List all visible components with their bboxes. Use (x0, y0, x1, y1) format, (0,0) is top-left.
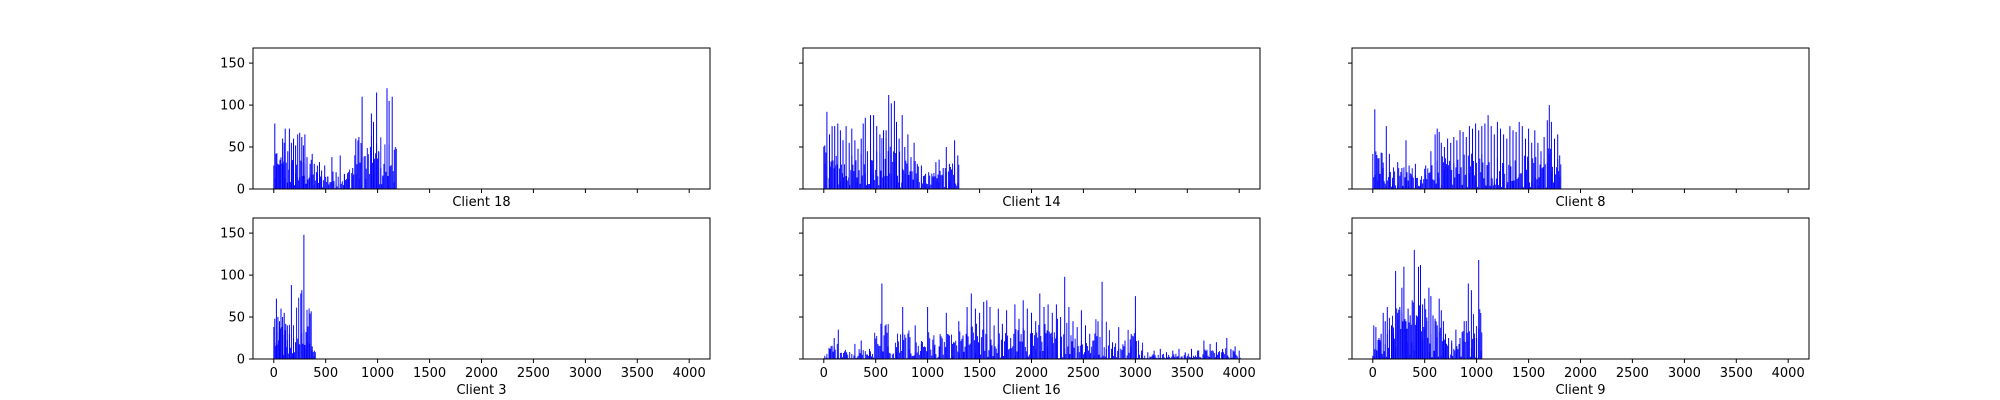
axes-frame (1351, 47, 1810, 190)
axes-frame (252, 47, 711, 190)
x-tick-label: 2000 (465, 366, 498, 381)
bars (823, 276, 1241, 359)
x-tick-label: 1000 (361, 366, 394, 381)
y-tick-label: 50 (228, 141, 245, 156)
x-tick-label: 3500 (1171, 366, 1204, 381)
x-tick-label: 0 (1369, 366, 1377, 381)
x-tick-label: 4000 (1772, 366, 1805, 381)
x-tick-label: 2000 (1564, 366, 1597, 381)
y-tick-label: 100 (220, 269, 245, 284)
x-tick-label: 3000 (569, 366, 602, 381)
panel-title: Client 14 (1002, 195, 1060, 210)
panel-title: Client 18 (452, 195, 510, 210)
x-tick-label: 3000 (1119, 366, 1152, 381)
axes-frame (252, 217, 711, 360)
y-tick-label: 50 (228, 311, 245, 326)
x-tick-label: 2500 (517, 366, 550, 381)
x-tick-label: 3500 (621, 366, 654, 381)
y-tick-label: 0 (237, 183, 245, 198)
bars (273, 234, 316, 359)
x-tick-label: 500 (1412, 366, 1437, 381)
x-tick-label: 1000 (911, 366, 944, 381)
x-tick-label: 0 (270, 366, 278, 381)
panel-title: Client 3 (456, 383, 506, 398)
bars (823, 95, 960, 189)
y-tick-label: 150 (220, 227, 245, 242)
x-tick-label: 500 (313, 366, 338, 381)
panel-client-16: 0 500 1000 1500 2000 2500 3000 3500 4000 Client 1… (799, 217, 1261, 398)
panel-client-14: Client 14 (799, 47, 1261, 210)
x-tick-label: 3000 (1668, 366, 1701, 381)
bars (1372, 105, 1562, 189)
x-tick-label: 1500 (1512, 366, 1545, 381)
panel-title: Client 16 (1002, 383, 1060, 398)
panel-title: Client 9 (1555, 383, 1605, 398)
x-tick-label: 500 (863, 366, 888, 381)
x-tick-label: 4000 (1223, 366, 1256, 381)
x-tick-label: 3500 (1720, 366, 1753, 381)
bars (1372, 249, 1483, 359)
y-tick-label: 150 (220, 57, 245, 72)
x-tick-label: 2500 (1616, 366, 1649, 381)
y-tick-label: 100 (220, 99, 245, 114)
bars (273, 88, 397, 189)
panel-client-8: Client 8 (1348, 47, 1810, 210)
x-tick-label: 1500 (413, 366, 446, 381)
x-tick-label: 2000 (1015, 366, 1048, 381)
x-tick-label: 1500 (963, 366, 996, 381)
x-tick-label: 0 (820, 366, 828, 381)
y-tick-label: 0 (237, 353, 245, 368)
x-tick-label: 4000 (673, 366, 706, 381)
panel-title: Client 8 (1555, 195, 1605, 210)
x-tick-label: 2500 (1067, 366, 1100, 381)
x-tick-label: 1000 (1460, 366, 1493, 381)
panel-client-18: 0 50 100 150 Client 18 (220, 47, 711, 210)
panel-client-9: 0 500 1000 1500 2000 2500 3000 3500 4000 Client 9 (1348, 217, 1810, 398)
